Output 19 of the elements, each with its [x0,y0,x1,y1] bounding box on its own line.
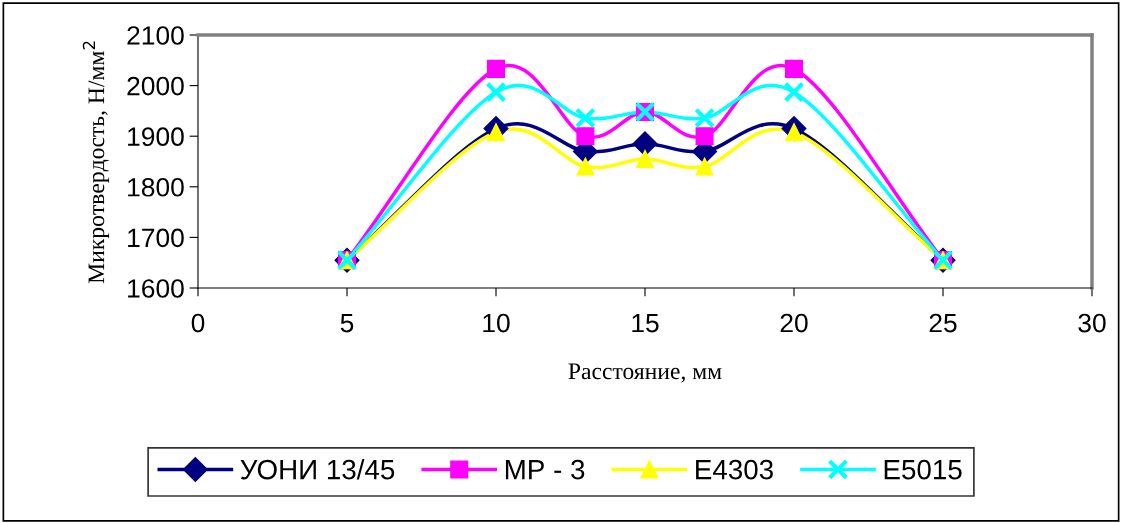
y-axis-title: Микротвердость, Н/мм$^{2}$ [82,41,110,284]
y-tick-label: 2100 [127,26,184,45]
x-tick-label: 5 [340,313,354,333]
x-tick-label: 10 [483,313,510,333]
legend-label: УОНИ 13/45 [240,459,395,480]
x-tick-label: 15 [632,313,659,333]
x-tick-label: 25 [929,313,957,333]
x-tick-label: 0 [191,313,205,333]
y-tick-label: 1800 [128,177,184,197]
legend-label: Е4303 [696,459,773,480]
y-tick-label: 1600 [128,279,184,298]
y-tick-label: 1700 [128,228,184,248]
x-tick-label: 20 [780,313,808,333]
x-axis-title: Расстояние, мм [568,363,722,383]
x-tick-label: 30 [1078,313,1106,333]
y-tick-label: 2000 [127,76,184,96]
legend-label: Е5015 [884,459,962,480]
legend-label: МР - 3 [505,459,585,480]
y-tick-label: 1900 [128,127,184,147]
